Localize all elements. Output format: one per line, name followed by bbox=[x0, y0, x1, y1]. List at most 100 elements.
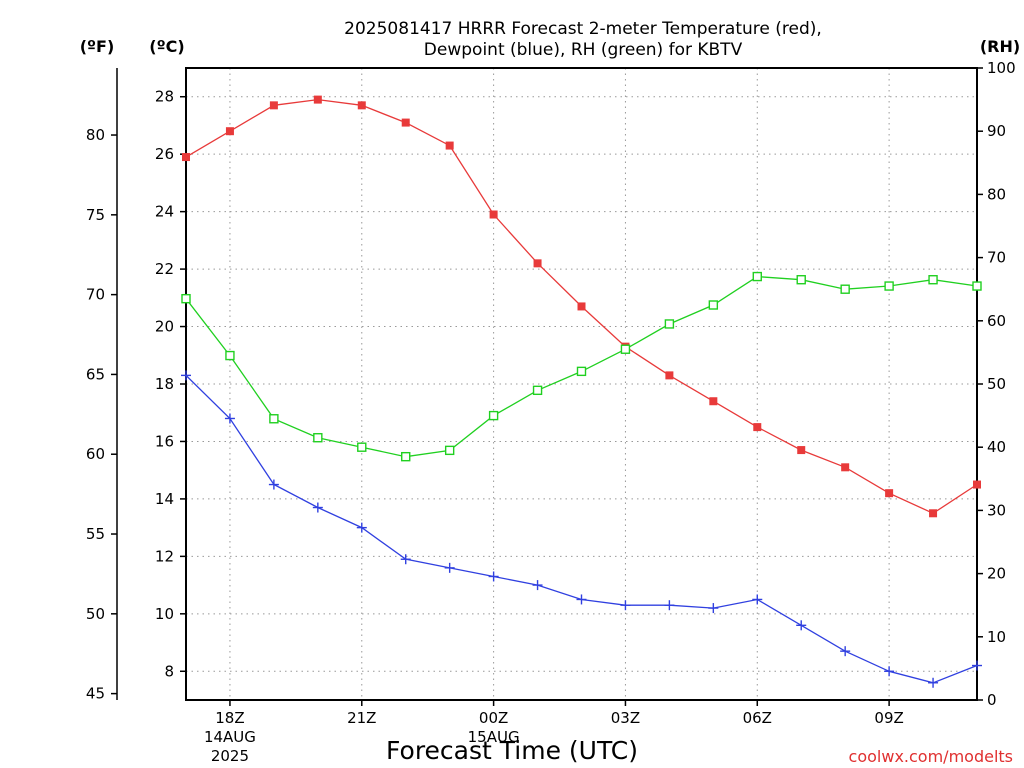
axes: 8 10 12 14 16 18 20 22 24 26 28 45 50 55 60 65 70 75 80 0 10… bbox=[86, 59, 1016, 765]
rh-tick-label: 80 bbox=[987, 185, 1006, 203]
rh-point bbox=[357, 442, 367, 452]
temperature-point bbox=[445, 141, 454, 150]
dewpoint-point bbox=[400, 554, 411, 565]
fahrenheit-unit-label: (ºF) bbox=[80, 37, 115, 56]
fahrenheit-tick-label: 50 bbox=[86, 605, 105, 623]
x-tick-date-label: 14AUG bbox=[204, 728, 256, 746]
dewpoint-point bbox=[752, 594, 763, 605]
celsius-tick-label: 20 bbox=[155, 318, 174, 336]
rh-point bbox=[269, 414, 279, 424]
rh-point bbox=[488, 410, 499, 421]
rh-point bbox=[884, 281, 894, 291]
temperature-point bbox=[929, 509, 938, 518]
celsius-tick-label: 10 bbox=[155, 605, 174, 623]
fahrenheit-tick-label: 45 bbox=[86, 685, 105, 703]
credit-text: coolwx.com/modelts bbox=[849, 747, 1013, 766]
rh-point bbox=[313, 433, 323, 443]
rh-tick-label: 90 bbox=[987, 122, 1006, 140]
rh-point bbox=[928, 275, 938, 285]
dewpoint-point bbox=[312, 502, 323, 513]
dewpoint-point bbox=[532, 580, 543, 591]
temperature-point bbox=[753, 423, 762, 432]
temperature-point bbox=[841, 463, 850, 472]
rh-point bbox=[532, 385, 543, 396]
dewpoint-line bbox=[185, 374, 978, 684]
dewpoint-point bbox=[796, 620, 807, 631]
temperature-point bbox=[577, 302, 586, 311]
temperature-point bbox=[797, 446, 806, 455]
celsius-tick-label: 8 bbox=[164, 662, 174, 680]
celsius-tick-label: 14 bbox=[155, 490, 174, 508]
fahrenheit-tick-label: 55 bbox=[86, 525, 105, 543]
chart-title-line-2: Dewpoint (blue), RH (green) for KBTV bbox=[424, 40, 743, 60]
x-tick-date-label: 15AUG bbox=[468, 728, 520, 746]
rh-point bbox=[708, 300, 719, 310]
rh-point bbox=[401, 451, 411, 462]
rh-tick-label: 20 bbox=[987, 565, 1006, 583]
fahrenheit-tick-label: 80 bbox=[86, 126, 105, 144]
temperature-point bbox=[489, 210, 498, 219]
fahrenheit-tick-label: 65 bbox=[86, 365, 105, 383]
rh-point bbox=[181, 293, 191, 304]
rh-point bbox=[664, 319, 675, 329]
temperature-point bbox=[401, 118, 410, 127]
x-tick-label: 03Z bbox=[611, 709, 640, 727]
x-tick-label: 00Z bbox=[479, 709, 508, 727]
dewpoint-point bbox=[884, 666, 895, 677]
rh-tick-label: 100 bbox=[987, 59, 1016, 77]
dewpoint-point bbox=[708, 603, 719, 614]
dewpoint-point bbox=[928, 677, 939, 688]
rh-point bbox=[620, 344, 631, 354]
rh-point bbox=[576, 366, 587, 377]
rh-tick-label: 60 bbox=[987, 312, 1006, 330]
celsius-tick-label: 16 bbox=[155, 432, 174, 450]
celsius-unit-label: (ºC) bbox=[149, 37, 184, 56]
rh-point bbox=[225, 350, 235, 361]
celsius-tick-label: 26 bbox=[155, 145, 174, 163]
dewpoint-point bbox=[972, 660, 982, 671]
rh-point bbox=[840, 284, 850, 294]
dewpoint-point bbox=[576, 594, 587, 605]
temperature-point bbox=[885, 489, 894, 498]
gridlines bbox=[186, 68, 977, 700]
rh-tick-label: 30 bbox=[987, 501, 1006, 519]
dewpoint-point bbox=[224, 413, 235, 424]
rh-point bbox=[796, 275, 806, 285]
temperature-point bbox=[665, 371, 674, 380]
temperature-point bbox=[533, 259, 542, 268]
rh-unit-label: (RH) bbox=[980, 37, 1020, 56]
dewpoint-point bbox=[840, 646, 851, 657]
x-tick-date-label: 2025 bbox=[211, 747, 249, 765]
dewpoint-point bbox=[356, 522, 367, 533]
celsius-tick-label: 12 bbox=[155, 547, 174, 565]
rh-point bbox=[444, 445, 455, 456]
x-tick-label: 21Z bbox=[347, 709, 376, 727]
celsius-tick-label: 22 bbox=[155, 260, 174, 278]
rh-point bbox=[752, 271, 762, 282]
chart-title-line-1: 2025081417 HRRR Forecast 2-meter Tempera… bbox=[344, 19, 822, 39]
rh-tick-label: 70 bbox=[987, 249, 1006, 267]
rh-tick-label: 50 bbox=[987, 375, 1006, 393]
celsius-tick-label: 18 bbox=[155, 375, 174, 393]
temperature-point bbox=[357, 101, 366, 110]
rh-tick-label: 0 bbox=[987, 691, 997, 709]
fahrenheit-tick-label: 70 bbox=[86, 286, 105, 304]
temperature-point bbox=[709, 397, 718, 406]
celsius-tick-label: 28 bbox=[155, 88, 174, 106]
rh-point bbox=[972, 281, 982, 291]
x-tick-label: 06Z bbox=[743, 709, 772, 727]
temperature-point bbox=[225, 127, 234, 136]
temperature-point bbox=[182, 153, 190, 162]
temperature-point bbox=[313, 95, 322, 104]
temperature-point bbox=[269, 101, 278, 110]
x-tick-label: 18Z bbox=[215, 709, 244, 727]
fahrenheit-tick-label: 60 bbox=[86, 445, 105, 463]
dewpoint-point bbox=[620, 600, 631, 611]
x-tick-label: 09Z bbox=[874, 709, 903, 727]
dewpoint-point bbox=[488, 571, 499, 582]
x-axis-title: Forecast Time (UTC) bbox=[386, 736, 638, 765]
dewpoint-point bbox=[181, 370, 191, 381]
rh-tick-label: 10 bbox=[987, 628, 1006, 646]
fahrenheit-tick-label: 75 bbox=[86, 206, 105, 224]
temperature-point bbox=[973, 480, 981, 489]
